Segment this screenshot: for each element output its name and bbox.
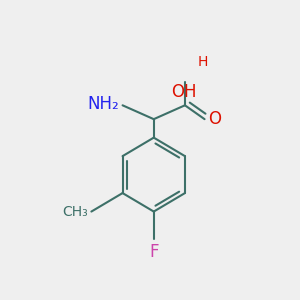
Text: O: O <box>208 110 221 128</box>
Text: NH₂: NH₂ <box>87 95 119 113</box>
Text: OH: OH <box>171 83 196 101</box>
Text: F: F <box>149 243 158 261</box>
Text: CH₃: CH₃ <box>62 205 88 219</box>
Text: H: H <box>198 56 208 70</box>
